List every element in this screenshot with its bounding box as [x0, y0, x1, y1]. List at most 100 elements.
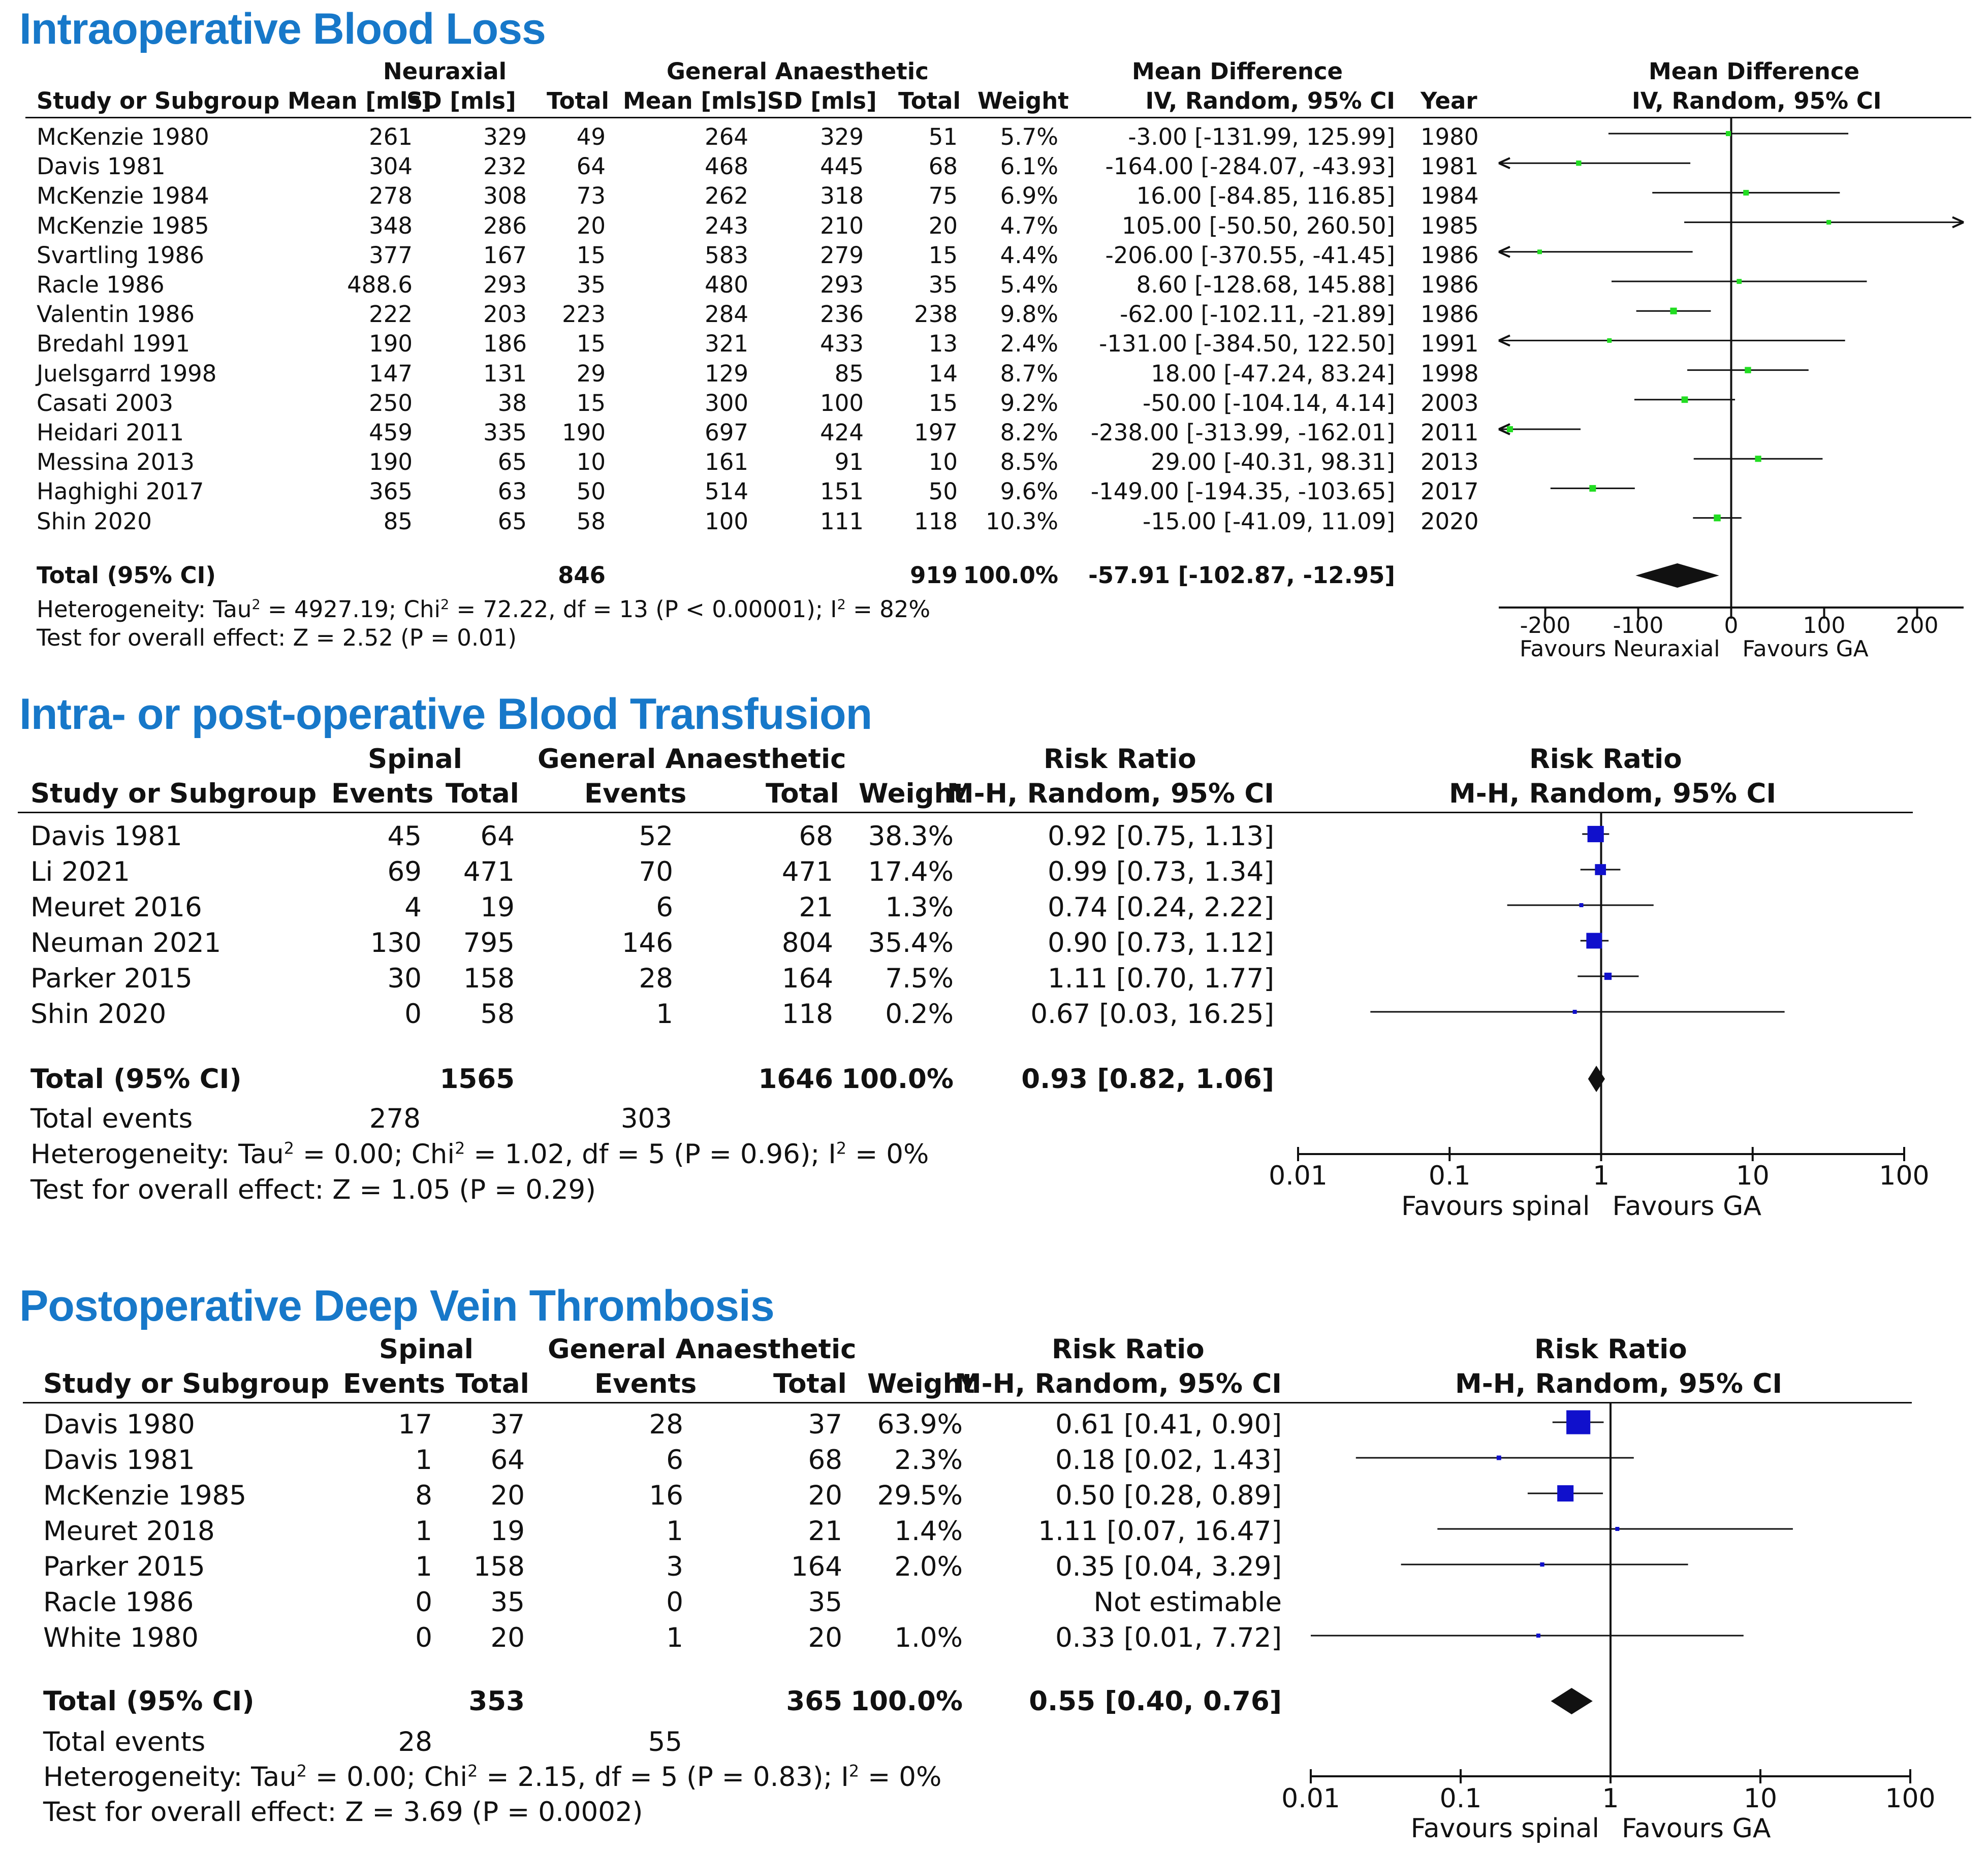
table-cell-total-general: 197	[914, 419, 958, 446]
table-cell-events-general: 28	[649, 1409, 683, 1440]
table-cell-total-general: 21	[808, 1516, 842, 1547]
total-weight: 100.0%	[841, 1064, 954, 1095]
plot-method: IV, Random, 95% CI	[1632, 87, 1882, 114]
total-events-label: Total events	[30, 1103, 193, 1134]
table-cell-weight: 6.1%	[1000, 153, 1058, 180]
x-tick-label: -200	[1520, 613, 1571, 638]
x-tick-label: 1	[1593, 1161, 1610, 1191]
table-cell-total-general: 50	[928, 478, 958, 505]
table-cell-mean-neuraxial: 222	[369, 301, 413, 328]
table-cell-sd-neuraxial: 335	[483, 419, 527, 446]
total-label: Total (95% CI)	[43, 1686, 255, 1717]
table-cell-events-general: 1	[666, 1622, 683, 1653]
table-cell-events-spinal: 17	[398, 1409, 432, 1440]
effect-marker	[1566, 1410, 1591, 1434]
table-cell-sd-general: 85	[834, 360, 864, 387]
plot-header: Risk Ratio	[1529, 744, 1682, 775]
effect-marker	[1587, 825, 1604, 843]
table-cell-total-general: 804	[781, 928, 833, 959]
study-name: Parker 2015	[43, 1551, 205, 1582]
total-n-general: 1646	[758, 1064, 833, 1095]
table-cell-sd-general: 210	[820, 212, 864, 239]
table-cell-year: 1980	[1421, 123, 1479, 150]
total-effect: 0.55 [0.40, 0.76]	[1029, 1686, 1282, 1717]
table-cell-effect: 0.61 [0.41, 0.90]	[1055, 1409, 1282, 1440]
total-weight: 100.0%	[850, 1686, 963, 1717]
table-cell-events-general: 0	[666, 1587, 683, 1618]
x-tick-label: 100	[1879, 1161, 1929, 1191]
table-cell-total-spinal: 471	[463, 856, 515, 887]
table-cell-total-spinal: 19	[490, 1516, 525, 1547]
table-cell-events-spinal: 30	[387, 963, 422, 994]
table-cell-events-general: 1	[666, 1516, 683, 1547]
effect-marker	[1670, 307, 1677, 314]
table-cell-events-spinal: 0	[404, 999, 422, 1030]
table-cell-year: 1984	[1421, 182, 1479, 210]
ci-arrow-left	[1498, 157, 1510, 170]
pooled-effect-diamond	[1635, 563, 1719, 588]
table-cell-sd-neuraxial: 65	[497, 449, 527, 476]
favours-left-label: Favours spinal	[1401, 1191, 1590, 1222]
total-effect: 0.93 [0.82, 1.06]	[1021, 1064, 1274, 1095]
table-cell-sd-neuraxial: 329	[483, 123, 527, 150]
col-header-mean-ga: Mean [mls]	[623, 87, 767, 114]
table-cell-effect: 1.11 [0.70, 1.77]	[1048, 963, 1274, 994]
study-name: McKenzie 1980	[37, 123, 209, 150]
x-tick-label: 0.01	[1281, 1783, 1340, 1814]
x-tick-label: 0.1	[1429, 1161, 1471, 1191]
table-cell-total-general: 20	[928, 212, 958, 239]
col-header-weight: Weight	[859, 778, 966, 809]
total-events-spinal: 28	[398, 1727, 432, 1758]
study-name: Haghighi 2017	[37, 478, 204, 505]
table-cell-events-spinal: 130	[370, 928, 422, 959]
x-tick-label: 100	[1803, 613, 1846, 638]
total-label: Total (95% CI)	[30, 1064, 242, 1095]
plot-header: Mean Difference	[1649, 58, 1860, 85]
effect-marker	[1755, 456, 1761, 462]
table-cell-effect: -164.00 [-284.07, -43.93]	[1105, 153, 1395, 180]
table-cell-total-neuraxial: 29	[576, 360, 606, 387]
table-cell-total-neuraxial: 10	[576, 449, 606, 476]
table-cell-total-spinal: 19	[480, 892, 515, 923]
table-cell-mean-neuraxial: 459	[369, 419, 413, 446]
table-cell-total-general: 35	[928, 271, 958, 298]
table-cell-weight: 17.4%	[868, 856, 954, 887]
table-cell-mean-general: 480	[705, 271, 748, 298]
study-name: Li 2021	[30, 856, 130, 887]
table-cell-events-spinal: 0	[415, 1587, 432, 1618]
overall-effect-text: Test for overall effect: Z = 2.52 (P = 0…	[37, 624, 517, 651]
table-cell-events-spinal: 45	[387, 821, 422, 852]
study-name: Messina 2013	[37, 449, 195, 476]
table-cell-total-general: 118	[914, 507, 958, 535]
col-header-mean: Mean [mls]	[288, 87, 432, 114]
col-header-total-ga: Total	[773, 1368, 847, 1399]
table-cell-sd-neuraxial: 65	[497, 507, 527, 535]
table-cell-mean-general: 300	[705, 389, 748, 417]
effect-marker	[1572, 1010, 1577, 1014]
ci-arrow-left	[1498, 423, 1510, 435]
table-cell-mean-neuraxial: 250	[369, 389, 413, 417]
table-cell-mean-neuraxial: 85	[383, 507, 413, 535]
table-cell-mean-general: 514	[705, 478, 748, 505]
table-cell-sd-neuraxial: 203	[483, 301, 527, 328]
table-cell-year: 1981	[1421, 153, 1479, 180]
table-cell-sd-neuraxial: 293	[483, 271, 527, 298]
table-cell-total-neuraxial: 15	[576, 330, 606, 358]
table-cell-events-general: 28	[639, 963, 673, 994]
total-n-general: 365	[786, 1686, 842, 1717]
table-cell-mean-general: 243	[705, 212, 748, 239]
table-cell-events-spinal: 69	[387, 856, 422, 887]
overall-effect-text: Test for overall effect: Z = 1.05 (P = 0…	[30, 1174, 596, 1205]
effect-marker	[1496, 1455, 1501, 1460]
table-cell-effect: 105.00 [-50.50, 260.50]	[1121, 212, 1395, 239]
table-cell-sd-general: 433	[820, 330, 864, 358]
pooled-effect-diamond	[1551, 1688, 1593, 1714]
table-cell-weight: 5.7%	[1000, 123, 1058, 150]
total-effect: -57.91 [-102.87, -12.95]	[1088, 562, 1395, 589]
study-name: McKenzie 1985	[37, 212, 209, 239]
x-tick-label: -100	[1613, 613, 1664, 638]
effect-marker	[1557, 1485, 1574, 1502]
total-weight: 100.0%	[963, 562, 1058, 589]
table-cell-events-spinal: 1	[415, 1551, 432, 1582]
heterogeneity-text: Heterogeneity: Tau2 = 0.00; Chi2 = 1.02,…	[30, 1139, 929, 1170]
